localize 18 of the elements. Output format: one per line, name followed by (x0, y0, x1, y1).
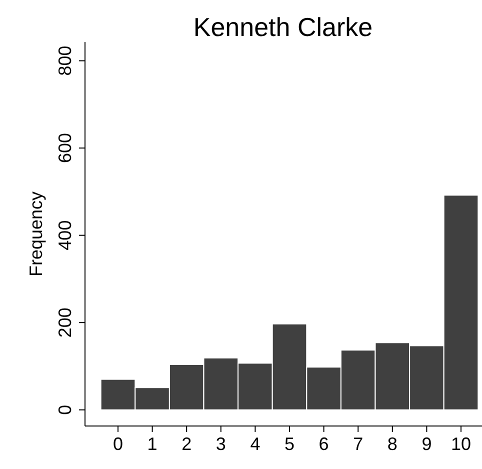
x-tick-label: 9 (422, 434, 432, 454)
x-tick-label: 7 (353, 434, 364, 454)
y-axis-title: Frequency (26, 191, 46, 277)
x-tick-label: 0 (112, 434, 124, 454)
y-tick-label: 200 (55, 308, 75, 338)
chart-title: Kenneth Clarke (193, 12, 373, 42)
x-tick-label: 6 (318, 434, 329, 454)
y-tick-label: 800 (55, 46, 75, 76)
x-tick-label: 3 (216, 434, 226, 454)
x-tick-label: 8 (387, 434, 398, 454)
y-tick-label: 0 (55, 404, 75, 415)
x-tick-label: 1 (147, 434, 158, 454)
x-tick-label: 2 (182, 434, 192, 454)
y-tick-label: 400 (55, 220, 75, 250)
x-tick-label: 10 (450, 434, 472, 454)
x-tick-label: 4 (250, 434, 260, 454)
y-tick-label: 600 (55, 133, 75, 164)
x-tick-label: 5 (284, 434, 295, 454)
